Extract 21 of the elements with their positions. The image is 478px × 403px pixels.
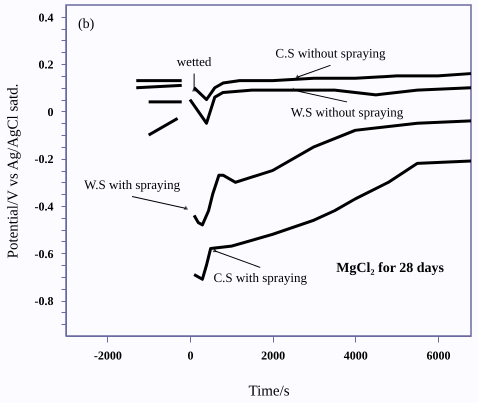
y-tick-label: 0.4: [38, 10, 54, 24]
y-tick-label: -0.6: [34, 246, 54, 261]
annotation: W.S without spraying: [290, 104, 404, 120]
annotation: C.S with spraying: [213, 270, 308, 286]
annotation: W.S with spraying: [84, 176, 181, 192]
y-tick-label: -0.4: [34, 199, 54, 214]
annotation: (b): [78, 17, 95, 32]
annotation: C.S without spraying: [275, 46, 386, 61]
x-tick-label: 0: [187, 348, 194, 362]
annotation: MgCl₂ for 28 days: [336, 261, 445, 276]
x-tick-label: 6000: [426, 348, 450, 362]
x-tick-label: 4000: [344, 348, 368, 362]
x-axis-title: Time/s: [248, 384, 290, 400]
y-tick-label: 0.2: [38, 58, 54, 72]
x-tick-label: 2000: [261, 348, 286, 362]
y-tick-label: -0.8: [34, 294, 54, 308]
x-tick-label: -2000: [94, 348, 122, 362]
annotation: wetted: [176, 54, 212, 69]
y-tick-label: 0: [48, 104, 54, 119]
y-tick-label: -0.2: [34, 152, 54, 166]
y-axis-title: Potential/V vs Ag/AgCl satd.: [6, 84, 22, 258]
